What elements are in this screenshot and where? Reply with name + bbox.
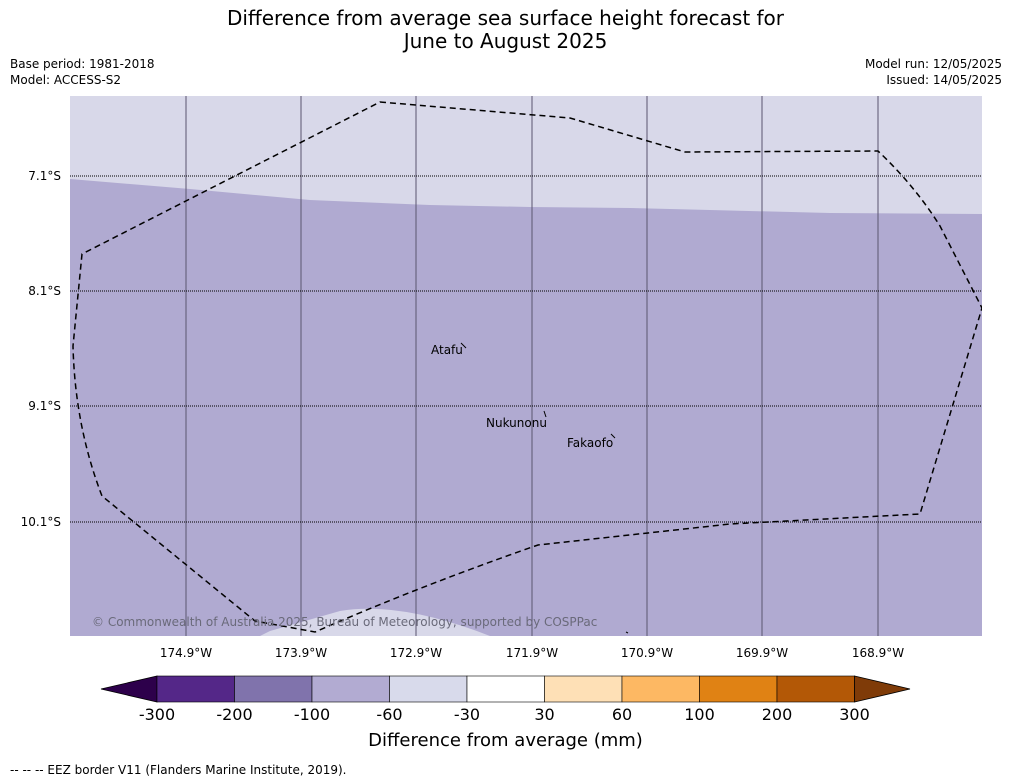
lon-label-170-9w: 170.9°W	[620, 646, 674, 660]
copyright-notice: © Commonwealth of Australia 2025, Bureau…	[92, 615, 597, 629]
lat-label-7-1s: 7.1°S	[28, 169, 61, 183]
lon-label-174-9w: 174.9°W	[159, 646, 213, 660]
colorbar-tick: 60	[611, 705, 633, 724]
lon-label-173-9w: 173.9°W	[274, 646, 328, 660]
colorbar-tick: -30	[453, 705, 481, 724]
colorbar-tick: 100	[684, 705, 715, 724]
medium-anomaly-region	[70, 179, 982, 636]
colorbar-tick: -300	[138, 705, 176, 724]
model-run: Model run: 12/05/2025	[864, 57, 1002, 71]
island-markers	[460, 342, 629, 634]
colorbar-segment-5	[466, 675, 545, 703]
base-period: Base period: 1981-2018	[10, 57, 155, 71]
colorbar-segment-8	[699, 675, 778, 703]
colorbar	[100, 675, 911, 703]
lat-label-8-1s: 8.1°S	[28, 284, 61, 298]
colorbar-tick: 300	[839, 705, 870, 724]
place-label-atafu: Atafu	[431, 343, 463, 357]
title-line-2: June to August 2025	[403, 29, 608, 53]
lat-label-10-1s: 10.1°S	[20, 515, 61, 529]
colorbar-extend-low	[100, 675, 158, 703]
colorbar-segment-1	[156, 675, 235, 703]
colorbar-segment-2	[234, 675, 313, 703]
issued-date: Issued: 14/05/2025	[886, 73, 1002, 87]
colorbar-segment-9	[776, 675, 855, 703]
title-line-1: Difference from average sea surface heig…	[226, 6, 785, 30]
longitude-gridlines	[185, 96, 879, 636]
colorbar-tick: -200	[216, 705, 253, 724]
sea-level-map: Atafu Nukunonu Fakaofo © Commonwealth of…	[70, 96, 982, 636]
colorbar-label: Difference from average (mm)	[368, 730, 643, 751]
colorbar-segment-6	[544, 675, 623, 703]
lon-label-171-9w: 171.9°W	[505, 646, 559, 660]
eez-legend-note: -- -- -- EEZ border V11 (Flanders Marine…	[10, 763, 347, 777]
colorbar-segment-3	[311, 675, 390, 703]
lon-label-172-9w: 172.9°W	[389, 646, 443, 660]
colorbar-segment-7	[621, 675, 700, 703]
colorbar-tick: -100	[293, 705, 331, 724]
place-label-fakaofo: Fakaofo	[567, 436, 613, 450]
colorbar-segment-4	[389, 675, 468, 703]
latitude-gridlines	[70, 175, 982, 523]
lon-label-168-9w: 168.9°W	[851, 646, 905, 660]
place-label-nukunonu: Nukunonu	[486, 416, 547, 430]
model-name: Model: ACCESS-S2	[10, 73, 122, 87]
colorbar-extend-high	[854, 675, 911, 703]
eez-border	[72, 101, 982, 633]
lon-label-169-9w: 169.9°W	[735, 646, 789, 660]
lat-label-9-1s: 9.1°S	[28, 399, 61, 413]
colorbar-tick: 30	[534, 705, 555, 724]
colorbar-tick: -60	[376, 705, 403, 724]
colorbar-tick: 200	[761, 705, 793, 724]
